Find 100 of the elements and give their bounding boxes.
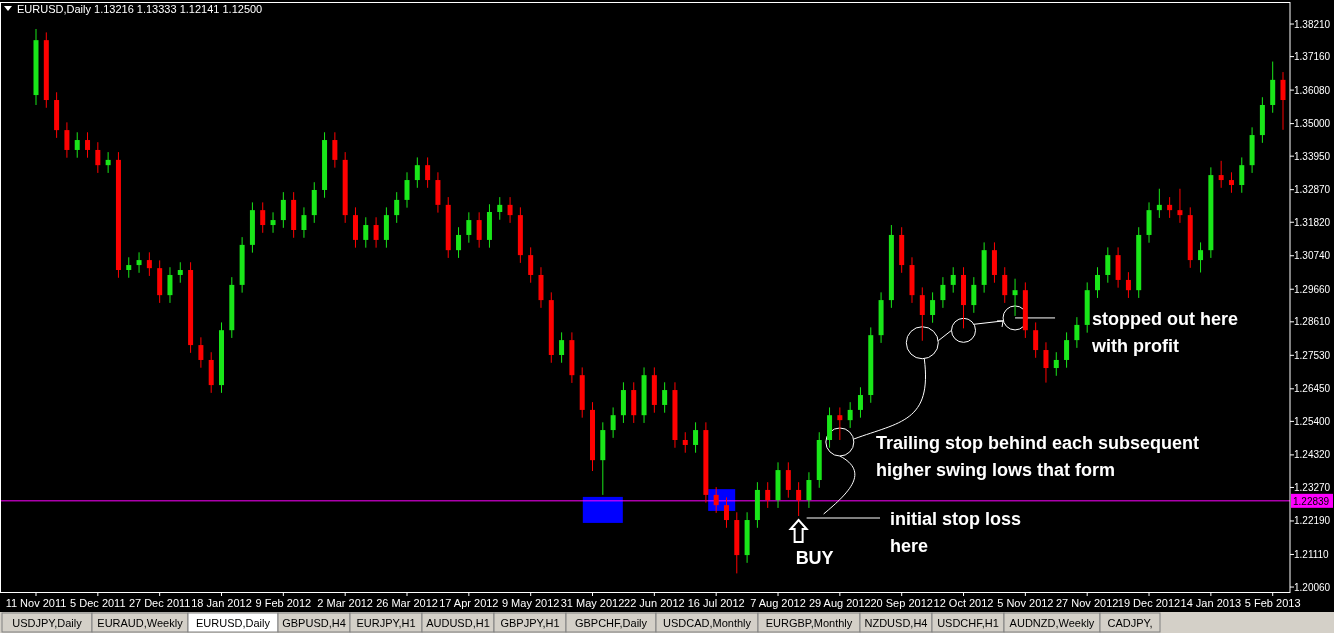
- x-tick-label: 29 Aug 2012: [808, 597, 871, 609]
- text: NZDUSD,H4: [864, 617, 928, 629]
- candlestick: [1105, 246, 1111, 284]
- text: USDCAD,Monthly: [662, 617, 752, 629]
- candlestick: [1033, 321, 1039, 359]
- text: AUDNZD,Weekly: [1009, 617, 1095, 629]
- candlestick: [1053, 351, 1059, 377]
- text: EURJPY,H1: [356, 617, 416, 629]
- candlestick: [1012, 278, 1018, 317]
- candlestick: [559, 331, 565, 364]
- candlestick: [1095, 266, 1100, 299]
- annotation: Trailing stop behind each subsequent higher swing lows that form: [876, 433, 1200, 480]
- candlestick: [682, 431, 688, 454]
- candlestick: [919, 286, 925, 342]
- x-tick-label: 9 Feb 2012: [255, 597, 312, 609]
- candlestick: [1167, 196, 1173, 219]
- x-tick-label: 17 Apr 2012: [439, 597, 499, 609]
- annotation: initial stop loss here: [890, 509, 1022, 556]
- candlestick: [363, 216, 369, 249]
- candlestick: [95, 141, 101, 174]
- candlestick: [847, 401, 853, 429]
- x-tick-label: 5 Feb 2013: [1244, 597, 1301, 609]
- y-tick-label: 1.31820: [1294, 216, 1331, 228]
- candlestick: [146, 251, 152, 277]
- y-tick-label: 1.25400: [1294, 415, 1331, 427]
- ref-line-label: 1.22839: [1293, 495, 1330, 507]
- candlestick: [270, 211, 276, 234]
- candlestick: [1125, 271, 1131, 299]
- x-tick-label: 26 Mar 2012: [376, 597, 438, 609]
- candlestick: [796, 481, 802, 517]
- candlestick: [1043, 341, 1049, 384]
- y-tick-label: 1.21110: [1294, 548, 1330, 560]
- annotation: stopped out here with profit: [1091, 308, 1239, 356]
- candlestick: [837, 406, 843, 441]
- candlestick: [693, 421, 699, 454]
- candlestick: [198, 336, 204, 369]
- candlestick: [301, 206, 307, 239]
- text: GBPUSD,H4: [282, 617, 346, 629]
- y-tick-label: 1.20060: [1294, 581, 1331, 593]
- candlestick: [1074, 316, 1080, 349]
- candlestick: [950, 266, 956, 294]
- candlestick: [940, 276, 946, 309]
- candlestick: [1064, 331, 1070, 369]
- candlestick: [177, 261, 183, 284]
- text: USDCHF,H1: [937, 617, 999, 629]
- candlestick: [497, 196, 503, 221]
- candlestick: [136, 251, 142, 274]
- candlestick: [806, 471, 812, 509]
- x-tick-label: 14 Jan 2013: [1180, 597, 1242, 609]
- y-tick-label: 1.36080: [1294, 84, 1331, 96]
- candlestick: [785, 461, 791, 499]
- candlestick: [456, 226, 462, 259]
- text: EURGBP,Monthly: [765, 617, 853, 629]
- x-tick-label: 27 Dec 2011: [128, 597, 191, 609]
- candlestick: [85, 131, 91, 159]
- x-tick-label: 20 Sep 2012: [870, 597, 933, 609]
- y-tick-label: 1.35000: [1294, 118, 1331, 130]
- candlestick: [1228, 171, 1234, 194]
- candlestick: [425, 156, 431, 189]
- candlestick: [167, 266, 173, 304]
- candlestick: [466, 211, 472, 244]
- candlestick: [332, 131, 338, 169]
- candlestick: [507, 196, 513, 224]
- annotation: BUY: [795, 548, 834, 568]
- x-tick-label: 9 May 2012: [501, 597, 560, 609]
- candlestick: [1002, 266, 1008, 304]
- candlestick: [373, 216, 379, 249]
- x-tick-label: 27 Nov 2012: [1055, 597, 1119, 609]
- x-tick-label: 5 Dec 2011: [70, 597, 126, 609]
- candlestick: [662, 381, 668, 414]
- candlestick: [610, 406, 616, 439]
- x-tick-label: 16 Jul 2012: [687, 597, 745, 609]
- candlestick: [260, 201, 266, 234]
- text: GBPJPY,H1: [500, 617, 560, 629]
- candlestick: [394, 191, 400, 224]
- x-tick-label: 2 Mar 2012: [317, 597, 373, 609]
- x-tick-label: 12 Oct 2012: [933, 597, 994, 609]
- candlestick: [930, 291, 936, 324]
- x-tick-label: 19 Dec 2012: [1117, 597, 1181, 609]
- y-tick-label: 1.24320: [1294, 449, 1331, 461]
- y-tick-label: 1.32870: [1294, 184, 1331, 196]
- candlestick: [105, 151, 111, 174]
- x-tick-label: 18 Jan 2012: [191, 597, 252, 609]
- y-tick-label: 1.29660: [1294, 283, 1331, 295]
- candlestick: [1239, 156, 1245, 194]
- x-tick-label: 5 Nov 2012: [997, 597, 1054, 609]
- candlestick: [1156, 188, 1162, 219]
- x-tick-label: 22 Jun 2012: [624, 597, 685, 609]
- candlestick: [713, 486, 719, 514]
- x-tick-label: 7 Aug 2012: [750, 597, 806, 609]
- text: USDJPY,Daily: [12, 617, 83, 629]
- x-tick-label: 11 Nov 2011: [5, 597, 67, 609]
- y-tick-label: 1.22190: [1294, 515, 1331, 527]
- candlestick: [404, 171, 410, 209]
- text: AUDUSD,H1: [426, 617, 490, 629]
- candlestick: [280, 191, 286, 229]
- candlestick: [971, 276, 977, 314]
- y-tick-label: 1.33950: [1294, 150, 1331, 162]
- text: GBPCHF,Daily: [574, 617, 648, 629]
- y-tick-label: 1.30740: [1294, 250, 1331, 262]
